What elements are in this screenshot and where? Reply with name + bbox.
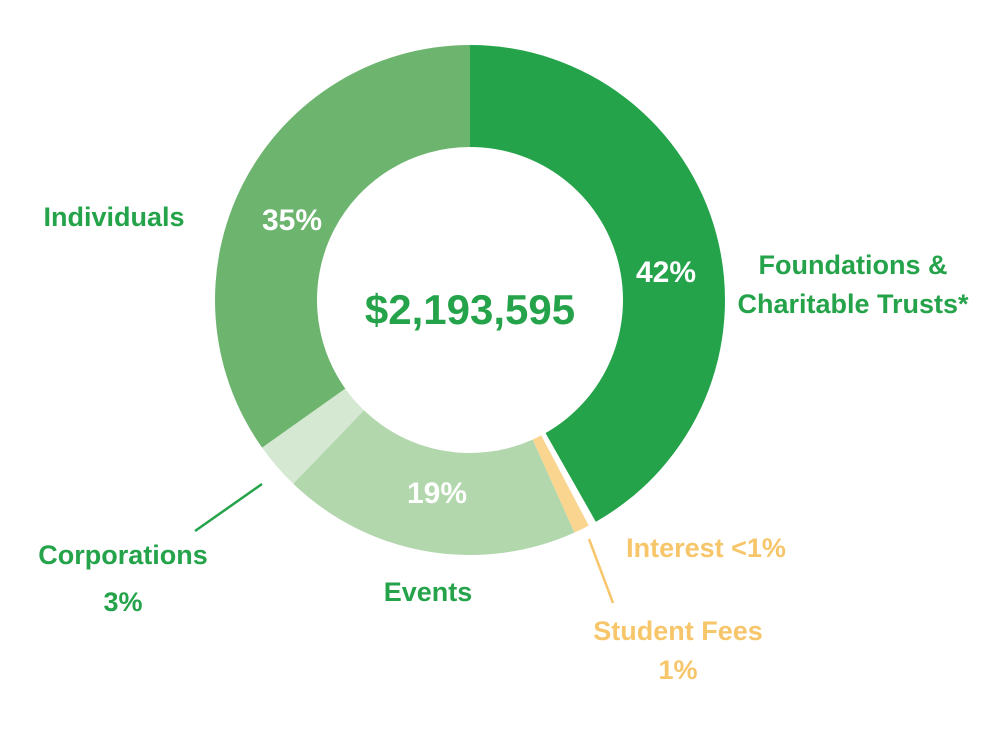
- slice-foundations-charitable-trusts: [470, 45, 725, 522]
- slice-corporations: [262, 388, 364, 484]
- slice-label-events: 19%: [407, 477, 467, 510]
- slice-interest: [541, 433, 596, 526]
- slice-student-fees: [532, 435, 589, 533]
- category-label-foundations-line2: Charitable Trusts*: [737, 289, 969, 319]
- callout-line-student-fees: [587, 538, 615, 604]
- category-label-interest: Interest <1%: [626, 533, 786, 563]
- callout-line-corporations: [194, 482, 263, 533]
- slice-label-individuals: 35%: [262, 204, 322, 237]
- category-label-corporations: Corporations: [38, 540, 208, 570]
- center-total: $2,193,595: [365, 286, 575, 333]
- category-label-student-fees-pct: 1%: [658, 655, 697, 685]
- donut-slices: [215, 45, 725, 556]
- category-label-foundations: Foundations &: [759, 250, 948, 280]
- category-label-student-fees: Student Fees: [593, 616, 763, 646]
- slice-label-foundations: 42%: [636, 256, 696, 289]
- category-label-corporations-pct: 3%: [103, 587, 142, 617]
- category-label-individuals: Individuals: [43, 202, 184, 232]
- category-label-events: Events: [384, 577, 473, 607]
- slice-individuals: [215, 45, 470, 448]
- slice-events: [293, 410, 575, 556]
